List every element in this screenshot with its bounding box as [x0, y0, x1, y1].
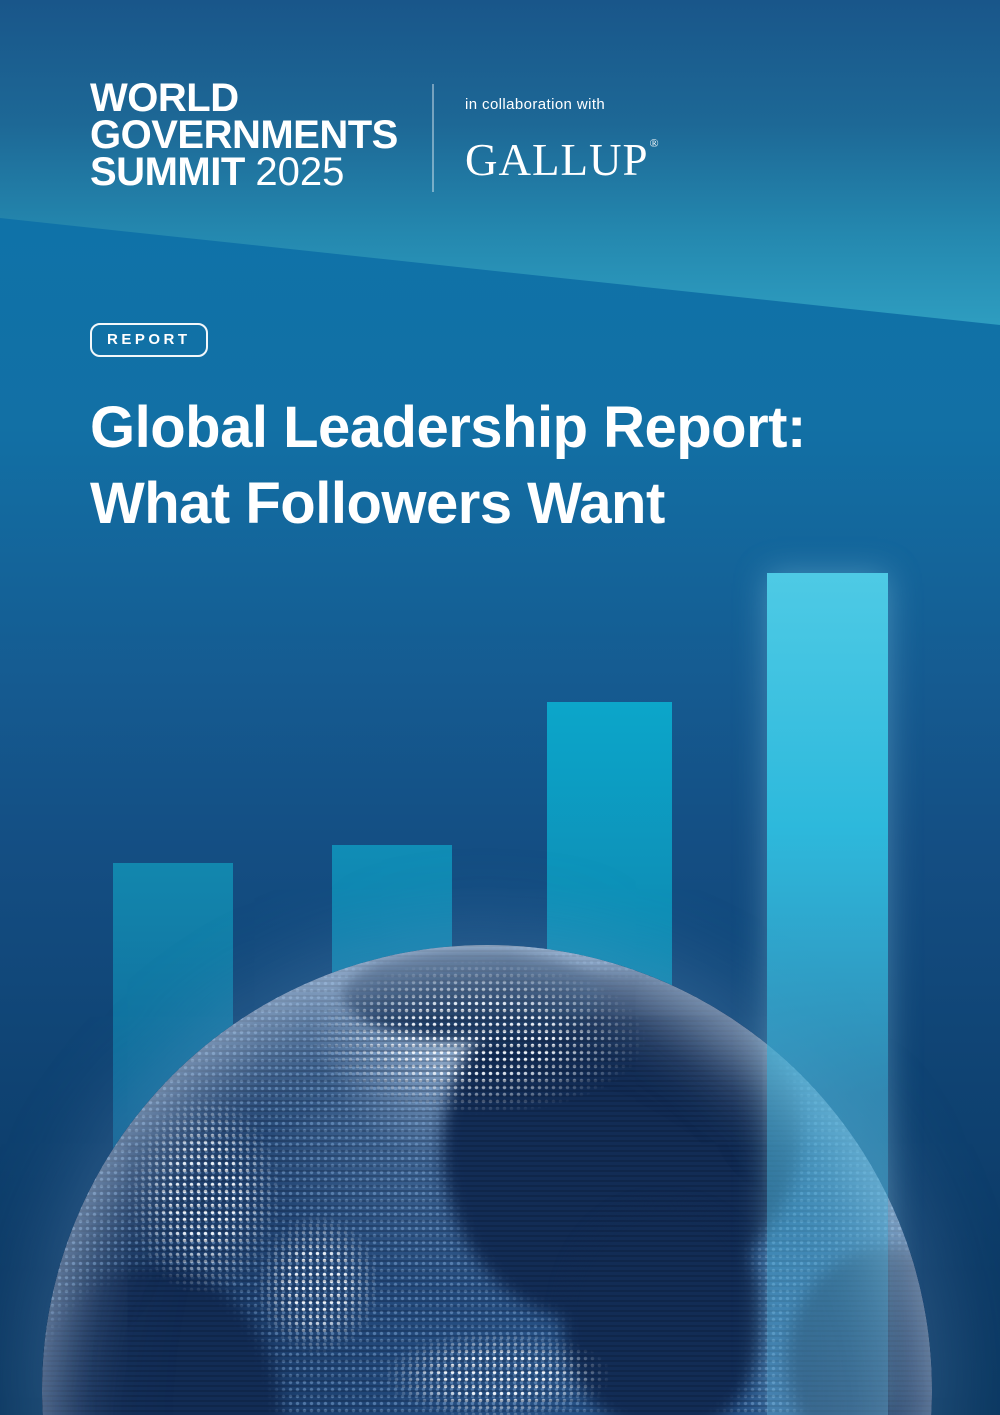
wgs-logo-line2: GOVERNMENTS — [90, 113, 398, 157]
collaboration-block: in collaboration with GALLUP® — [465, 96, 660, 183]
page-title-line1: Global Leadership Report: — [90, 395, 806, 460]
page-title-line2: What Followers Want — [90, 471, 665, 536]
wgs-logo-summit: SUMMIT — [90, 150, 245, 194]
header-divider-line — [432, 84, 434, 192]
registered-mark: ® — [649, 136, 660, 150]
report-badge: REPORT — [90, 323, 208, 357]
page-title: Global Leadership Report: What Followers… — [90, 390, 806, 542]
wgs-logo: WORLD GOVERNMENTS SUMMIT 2025 — [90, 76, 398, 192]
collaboration-label: in collaboration with — [465, 96, 606, 113]
header-band: WORLD GOVERNMENTS SUMMIT 2025 in collabo… — [0, 0, 1000, 325]
chart-bar-4 — [767, 573, 888, 1415]
gallup-wordmark: GALLUP — [465, 135, 649, 185]
gallup-logo: GALLUP® — [465, 120, 660, 183]
wgs-logo-line3: SUMMIT 2025 — [90, 152, 398, 192]
wgs-logo-line1: WORLD — [90, 76, 239, 120]
wgs-logo-year: 2025 — [255, 150, 345, 194]
